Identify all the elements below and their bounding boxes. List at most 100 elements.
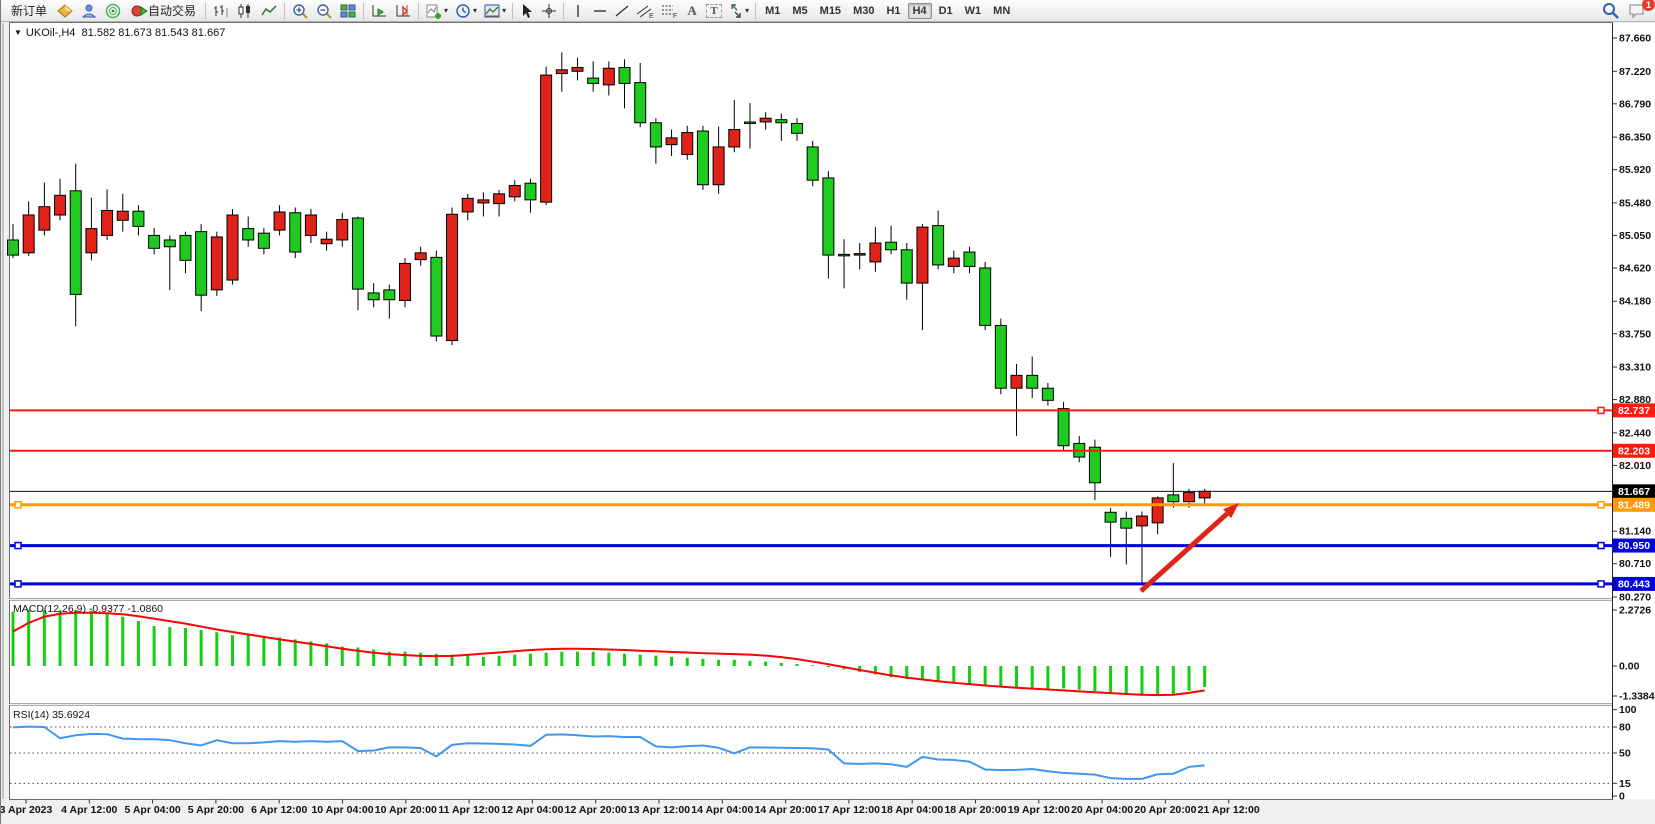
candle-up <box>1198 490 1211 499</box>
tile-windows-button[interactable] <box>336 1 360 20</box>
fibonacci-tool-button[interactable]: F <box>657 1 681 20</box>
candle-down <box>69 190 82 295</box>
rsi-indicator-label: RSI(14) 35.6924 <box>13 709 91 721</box>
timeframe-w1-button[interactable]: W1 <box>964 4 982 17</box>
candle-down <box>195 231 208 296</box>
time-label: 5 Apr 04:00 <box>124 804 180 816</box>
candles-layer <box>7 52 1211 585</box>
rsi-layer: 100 80 50 150 <box>10 704 1637 803</box>
candle-down <box>367 292 380 301</box>
time-label: 3 Apr 2023 <box>1 804 53 816</box>
line-handle[interactable] <box>1597 580 1605 588</box>
new-order-label: 新订单 <box>11 4 48 18</box>
price-label-text: 81.489 <box>1618 499 1650 511</box>
indicators-button[interactable]: ▾ <box>422 1 451 20</box>
signals-button[interactable] <box>101 1 125 20</box>
timeframe-m30-button[interactable]: M30 <box>853 4 875 17</box>
svg-text:83.750: 83.750 <box>1619 328 1651 340</box>
line-chart-mode-button[interactable] <box>257 1 281 20</box>
timeframe-switcher: M1 M5 M15 M30 H1 H4 D1 W1 MN <box>759 2 1016 19</box>
time-label: 14 Apr 20:00 <box>755 804 817 816</box>
candle-down <box>743 121 756 124</box>
price-label-text: 81.667 <box>1618 486 1650 498</box>
candlestick-mode-button[interactable] <box>233 1 257 20</box>
price-label-box <box>1613 484 1655 499</box>
new-order-button[interactable]: 新订单 <box>5 1 53 20</box>
svg-text:F: F <box>673 13 677 19</box>
time-label: 19 Apr 12:00 <box>1008 804 1070 816</box>
candle-down <box>289 212 302 253</box>
candle-up <box>1010 374 1023 389</box>
line-handle[interactable] <box>1597 501 1605 509</box>
search-icon <box>1603 3 1619 19</box>
svg-text:0: 0 <box>1619 791 1625 803</box>
trendline-icon <box>615 4 629 17</box>
line-handle[interactable] <box>1597 406 1605 415</box>
chart-shift-button[interactable] <box>391 1 415 20</box>
templates-button[interactable]: ▾ <box>480 1 509 20</box>
notifications-button[interactable]: 1 <box>1624 0 1655 20</box>
text-label-tool-button[interactable]: T <box>703 1 725 20</box>
search-button[interactable] <box>1598 1 1624 20</box>
line-handle[interactable] <box>14 580 22 588</box>
channel-tool-button[interactable]: E <box>633 1 657 20</box>
svg-text:15: 15 <box>1619 778 1631 790</box>
cursor-tool-button[interactable] <box>516 1 538 20</box>
svg-text:82.010: 82.010 <box>1619 460 1651 472</box>
candle-up <box>336 219 349 241</box>
timeframe-m5-button[interactable]: M5 <box>792 4 808 17</box>
zoom-out-icon <box>317 3 332 19</box>
market-watch-button[interactable] <box>53 1 77 20</box>
crosshair-tool-button[interactable] <box>538 1 560 20</box>
cursor-icon <box>523 3 533 18</box>
arrows-tool-button[interactable]: ▾ <box>725 1 752 20</box>
vertical-line-icon <box>577 4 579 17</box>
svg-text:0.00: 0.00 <box>1619 661 1640 673</box>
chart-canvas[interactable]: 87.660 87.220 86.790 86.350 85.920 85.480 85.0… <box>1 22 1655 824</box>
zoom-out-button[interactable] <box>312 1 336 20</box>
fibonacci-icon: F <box>662 5 677 19</box>
line-handle[interactable] <box>14 501 22 509</box>
dropdown-caret-icon: ▾ <box>502 6 507 15</box>
zoom-in-button[interactable] <box>288 1 312 20</box>
candle-up <box>555 69 568 75</box>
svg-text:50: 50 <box>1619 748 1631 760</box>
trendline-tool-button[interactable] <box>611 1 633 20</box>
timeframe-d1-button[interactable]: D1 <box>938 4 953 17</box>
candle-down <box>618 67 631 84</box>
crosshair-icon <box>542 3 557 18</box>
label-tool-icon: T <box>706 3 722 18</box>
zoom-in-icon <box>293 3 308 19</box>
time-label: 17 Apr 12:00 <box>818 804 880 816</box>
timeframe-m15-button[interactable]: M15 <box>819 4 842 17</box>
timeframe-h1-button[interactable]: H1 <box>886 4 901 17</box>
auto-trading-button[interactable]: 自动交易 <box>125 1 202 20</box>
svg-text:86.790: 86.790 <box>1619 98 1651 110</box>
add-indicator-icon <box>426 4 442 19</box>
hline-tool-button[interactable] <box>589 1 611 20</box>
accounts-button[interactable] <box>77 1 101 20</box>
time-label: 4 Apr 12:00 <box>61 804 117 816</box>
periods-button[interactable]: ▾ <box>451 1 480 20</box>
svg-text:100: 100 <box>1619 704 1637 716</box>
timeframe-m1-button[interactable]: M1 <box>765 4 781 17</box>
bar-chart-mode-button[interactable] <box>209 1 233 20</box>
macd-layer: 2.2726 0.00 -1.3384 <box>11 605 1655 703</box>
vline-tool-button[interactable] <box>567 1 589 20</box>
pane-splitter[interactable] <box>10 598 1612 601</box>
text-tool-button[interactable]: A <box>681 1 703 20</box>
candle-up <box>54 194 67 216</box>
annotation-arrow[interactable] <box>1139 503 1239 593</box>
svg-text:E: E <box>649 13 654 19</box>
line-handle[interactable] <box>14 541 22 550</box>
timeframe-mn-button[interactable]: MN <box>993 4 1011 17</box>
line-handle[interactable] <box>1597 541 1605 550</box>
candle-up <box>1183 492 1195 503</box>
auto-scroll-button[interactable] <box>367 1 391 20</box>
timeframe-h4-button[interactable]: H4 <box>907 2 932 19</box>
candle-up <box>508 185 521 198</box>
candle-up <box>116 210 129 221</box>
divider <box>363 2 365 19</box>
pane-splitter[interactable] <box>10 703 1612 706</box>
